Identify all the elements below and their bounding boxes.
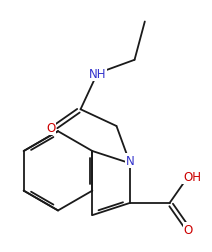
Text: OH: OH: [183, 170, 201, 183]
Text: N: N: [126, 154, 134, 167]
Text: O: O: [184, 223, 193, 236]
Text: O: O: [46, 122, 55, 135]
Text: NH: NH: [89, 68, 106, 80]
